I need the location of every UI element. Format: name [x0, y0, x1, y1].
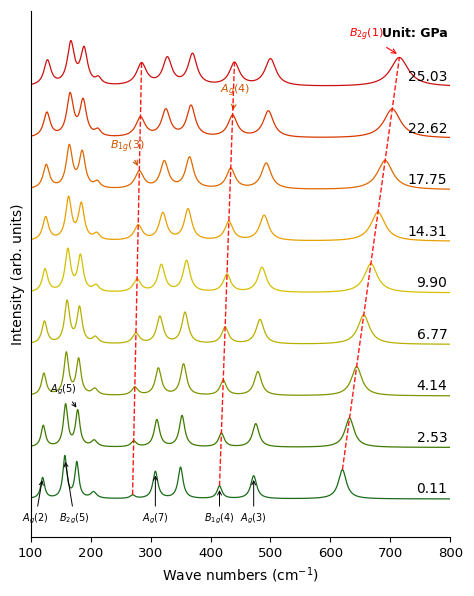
Text: 22.62: 22.62: [408, 122, 447, 136]
Text: $B_{2g}(5)$: $B_{2g}(5)$: [59, 463, 90, 526]
Text: $A_g(3)$: $A_g(3)$: [240, 481, 267, 526]
Text: $B_{1g}(3)$: $B_{1g}(3)$: [110, 139, 145, 165]
Text: $A_g(2)$: $A_g(2)$: [22, 481, 49, 526]
Text: $B_{1g}(4)$: $B_{1g}(4)$: [204, 491, 235, 526]
Text: 0.11: 0.11: [417, 482, 447, 496]
Text: 2.53: 2.53: [417, 431, 447, 445]
Text: $A_g(5)$: $A_g(5)$: [50, 383, 77, 406]
Text: 25.03: 25.03: [408, 70, 447, 84]
Text: $A_g(7)$: $A_g(7)$: [142, 476, 169, 526]
X-axis label: Wave numbers (cm$^{-1}$): Wave numbers (cm$^{-1}$): [162, 565, 319, 585]
Text: $B_{2g}(1)$: $B_{2g}(1)$: [349, 27, 396, 53]
Y-axis label: Intensity (arb. units): Intensity (arb. units): [11, 203, 25, 345]
Text: $A_g(4)$: $A_g(4)$: [220, 83, 251, 109]
Text: 17.75: 17.75: [408, 173, 447, 187]
Text: 9.90: 9.90: [417, 276, 447, 290]
Text: Unit: GPa: Unit: GPa: [382, 27, 447, 40]
Text: 6.77: 6.77: [417, 328, 447, 342]
Text: 4.14: 4.14: [417, 379, 447, 393]
Text: 14.31: 14.31: [408, 225, 447, 238]
